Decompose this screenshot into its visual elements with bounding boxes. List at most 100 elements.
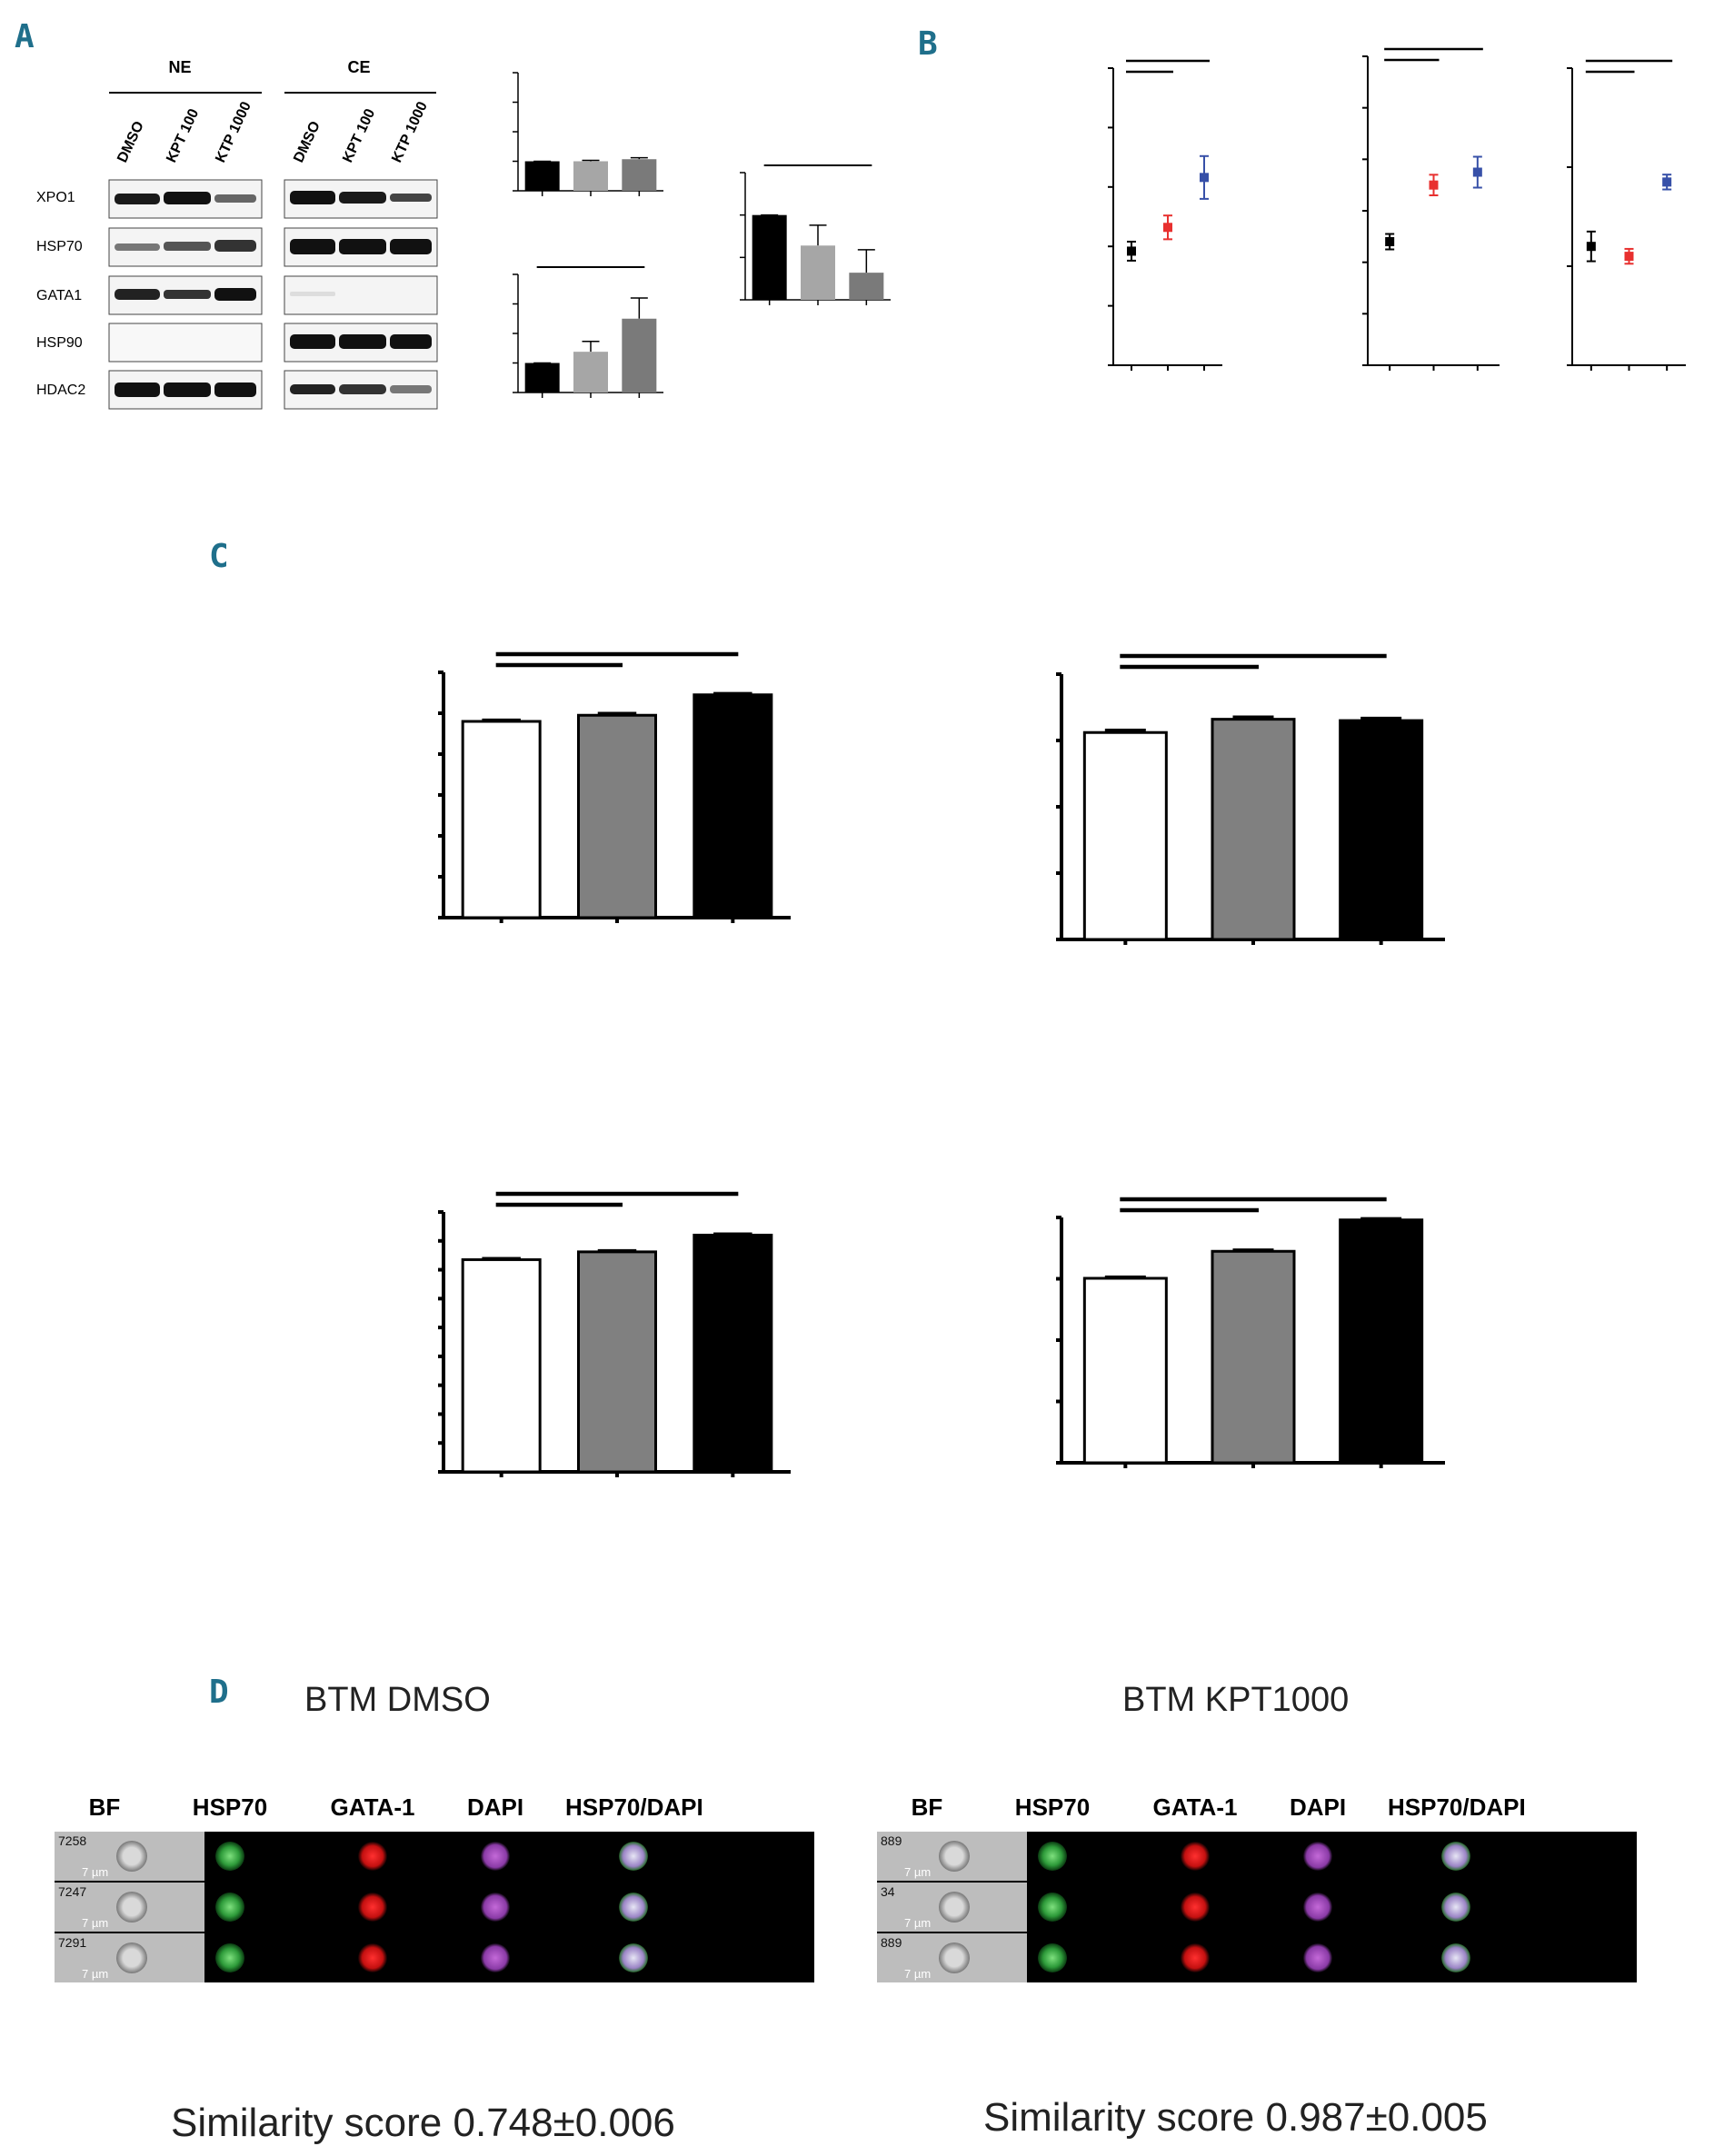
bar [1339,719,1424,941]
data-point [1429,180,1439,190]
panel-letter-a: A [15,18,35,55]
data-point [1624,252,1634,262]
blot-row-hsp70 [108,227,438,267]
fluorescent-cell [1441,1893,1470,1922]
bar [1211,1249,1296,1465]
cell-id: 7291 [58,1935,87,1950]
fluorescent-cell [215,1943,244,1972]
channel-header: HSP70/DAPI [1388,1793,1526,1821]
bar [693,1233,773,1474]
channel-header: GATA-1 [330,1793,415,1821]
brightfield-cell-body [939,1942,970,1973]
panel-letter-d: D [209,1674,229,1711]
brightfield-cell [55,1832,204,1881]
lane-label: KPT 100 [340,106,378,165]
bar [461,1257,542,1474]
channel-header: DAPI [466,1793,524,1821]
data-point [1127,246,1136,256]
bar [801,245,835,300]
fluorescent-cell [619,1893,648,1922]
western-blot: NE CE DMSO KPT 100 KTP 1000 DMSO KPT 100… [36,58,438,410]
scale-bar: 7 µm [82,1967,109,1981]
brightfield-cell [55,1933,204,1982]
chart-b-hsp70 [1108,59,1222,371]
scale-bar: 7 µm [82,1916,109,1930]
fluorescent-cell [481,1893,510,1922]
fluorescent-cell [1303,1943,1332,1972]
group-label-ce: CE [347,58,370,76]
blot-row-label: HSP70 [36,239,83,254]
blot-row-xpo1 [108,179,438,219]
chart-c-ratio [1056,653,1445,945]
data-point [1586,242,1596,252]
chart-c-mean-hsp70 [438,651,791,923]
brightfield-cell-body [939,1892,970,1923]
bar [1339,1218,1424,1465]
similarity-score-kpt1000: Similarity score 0.987±0.005 [983,2095,1488,2140]
bar [693,693,773,919]
bar [524,363,560,392]
lane-label: DMSO [291,119,324,165]
bar [622,159,657,191]
lane-label: KTP 1000 [389,99,431,164]
brightfield-cell-body [116,1892,147,1923]
blot-row-gata1 [108,275,438,315]
blot-row-hsp90 [108,323,438,363]
fluorescent-cell [1441,1943,1470,1972]
fluorescent-cell [1441,1842,1470,1871]
bar [849,273,884,300]
panel-letter-b: B [918,25,938,63]
brightfield-cell-body [939,1841,970,1872]
channel-header: BF [88,1793,121,1821]
lane-label: KPT 100 [164,106,202,165]
group-label-ne: NE [168,58,191,76]
chart-xpo1-hsp90 [740,164,891,305]
brightfield-cell-body [116,1942,147,1973]
channel-header: GATA-1 [1152,1793,1238,1821]
data-point [1163,223,1172,233]
channel-header: HSP70 [1014,1793,1091,1821]
scale-bar: 7 µm [904,1916,932,1930]
data-point [1662,177,1672,187]
cell-id: 889 [881,1833,902,1848]
bar [461,720,542,919]
bar [573,161,608,191]
blot-row-label: GATA1 [36,288,82,303]
fluorescent-cell [1181,1842,1210,1871]
fluorescent-cell [1038,1842,1067,1871]
bar [577,1250,657,1474]
bar [573,352,608,392]
cell-id: 7258 [58,1833,87,1848]
fluorescent-cell [215,1893,244,1922]
lane-label: DMSO [115,119,147,165]
fluorescent-cell [1038,1893,1067,1922]
scale-bar: 7 µm [904,1967,932,1981]
blot-row-hdac2 [108,370,438,410]
brightfield-cell [877,1832,1027,1881]
blot-row-label: XPO1 [36,190,75,205]
channel-header: HSP70 [192,1793,268,1821]
scale-bar: 7 µm [904,1865,932,1879]
cell-id: 34 [881,1884,895,1899]
blot-row-label: HDAC2 [36,383,85,398]
channel-header: DAPI [1289,1793,1347,1821]
fluorescent-cell [619,1842,648,1871]
brightfield-cell [55,1883,204,1932]
fluorescent-cell [481,1943,510,1972]
scale-bar: 7 µm [82,1865,109,1879]
cell-id: 889 [881,1935,902,1950]
bar [524,161,560,191]
data-point [1472,167,1482,177]
bar [622,318,657,392]
lane-label: KTP 1000 [213,99,254,164]
blot-row-label: HSP90 [36,335,83,351]
fluorescent-cell [358,1943,387,1972]
brightfield-cell [877,1933,1027,1982]
cell-id: 7247 [58,1884,87,1899]
chart-hsp70-hdac2 [513,266,663,398]
bar [577,713,657,919]
fluorescent-cell [358,1842,387,1871]
fluorescent-cell [1038,1943,1067,1972]
chart-b-gata1 [1567,59,1686,371]
chart-b-ratio [1362,47,1500,371]
